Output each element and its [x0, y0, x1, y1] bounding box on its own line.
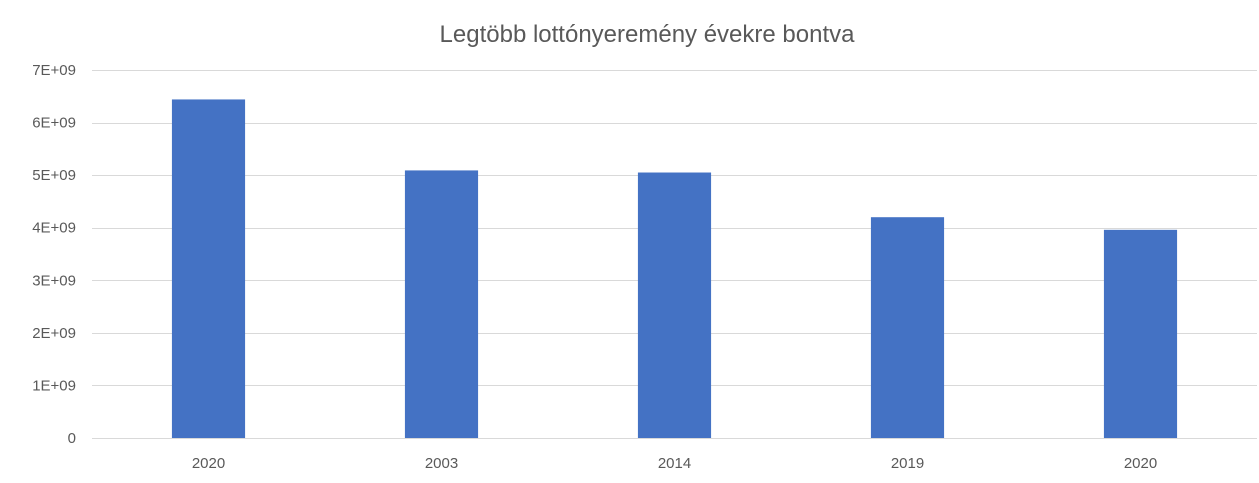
y-tick-label: 3E+09 — [32, 272, 76, 289]
x-tick-label: 2020 — [192, 455, 225, 472]
x-axis-tick-labels: 2020 2003 2014 2019 2020 — [192, 455, 1157, 472]
x-tick-label: 2003 — [425, 455, 458, 472]
chart-title: Legtöbb lottónyeremény évekre bontva — [440, 21, 856, 48]
bar-0 — [171, 99, 246, 438]
x-tick-label: 2014 — [658, 455, 691, 472]
y-tick-label: 7E+09 — [32, 62, 76, 79]
bars — [171, 99, 1178, 438]
y-tick-label: 2E+09 — [32, 325, 76, 342]
y-tick-label: 0 — [68, 430, 76, 447]
bar-2 — [637, 172, 712, 438]
bar-1 — [404, 170, 479, 438]
y-axis-tick-labels: 0 1E+09 2E+09 3E+09 4E+09 5E+09 6E+09 7E+09 — [32, 62, 76, 447]
bar-4 — [1103, 229, 1178, 438]
y-tick-label: 4E+09 — [32, 220, 76, 237]
x-tick-label: 2019 — [891, 455, 924, 472]
y-tick-label: 1E+09 — [32, 377, 76, 394]
y-tick-label: 5E+09 — [32, 167, 76, 184]
x-tick-label: 2020 — [1124, 455, 1157, 472]
y-tick-label: 6E+09 — [32, 115, 76, 132]
bar-3 — [870, 217, 945, 438]
